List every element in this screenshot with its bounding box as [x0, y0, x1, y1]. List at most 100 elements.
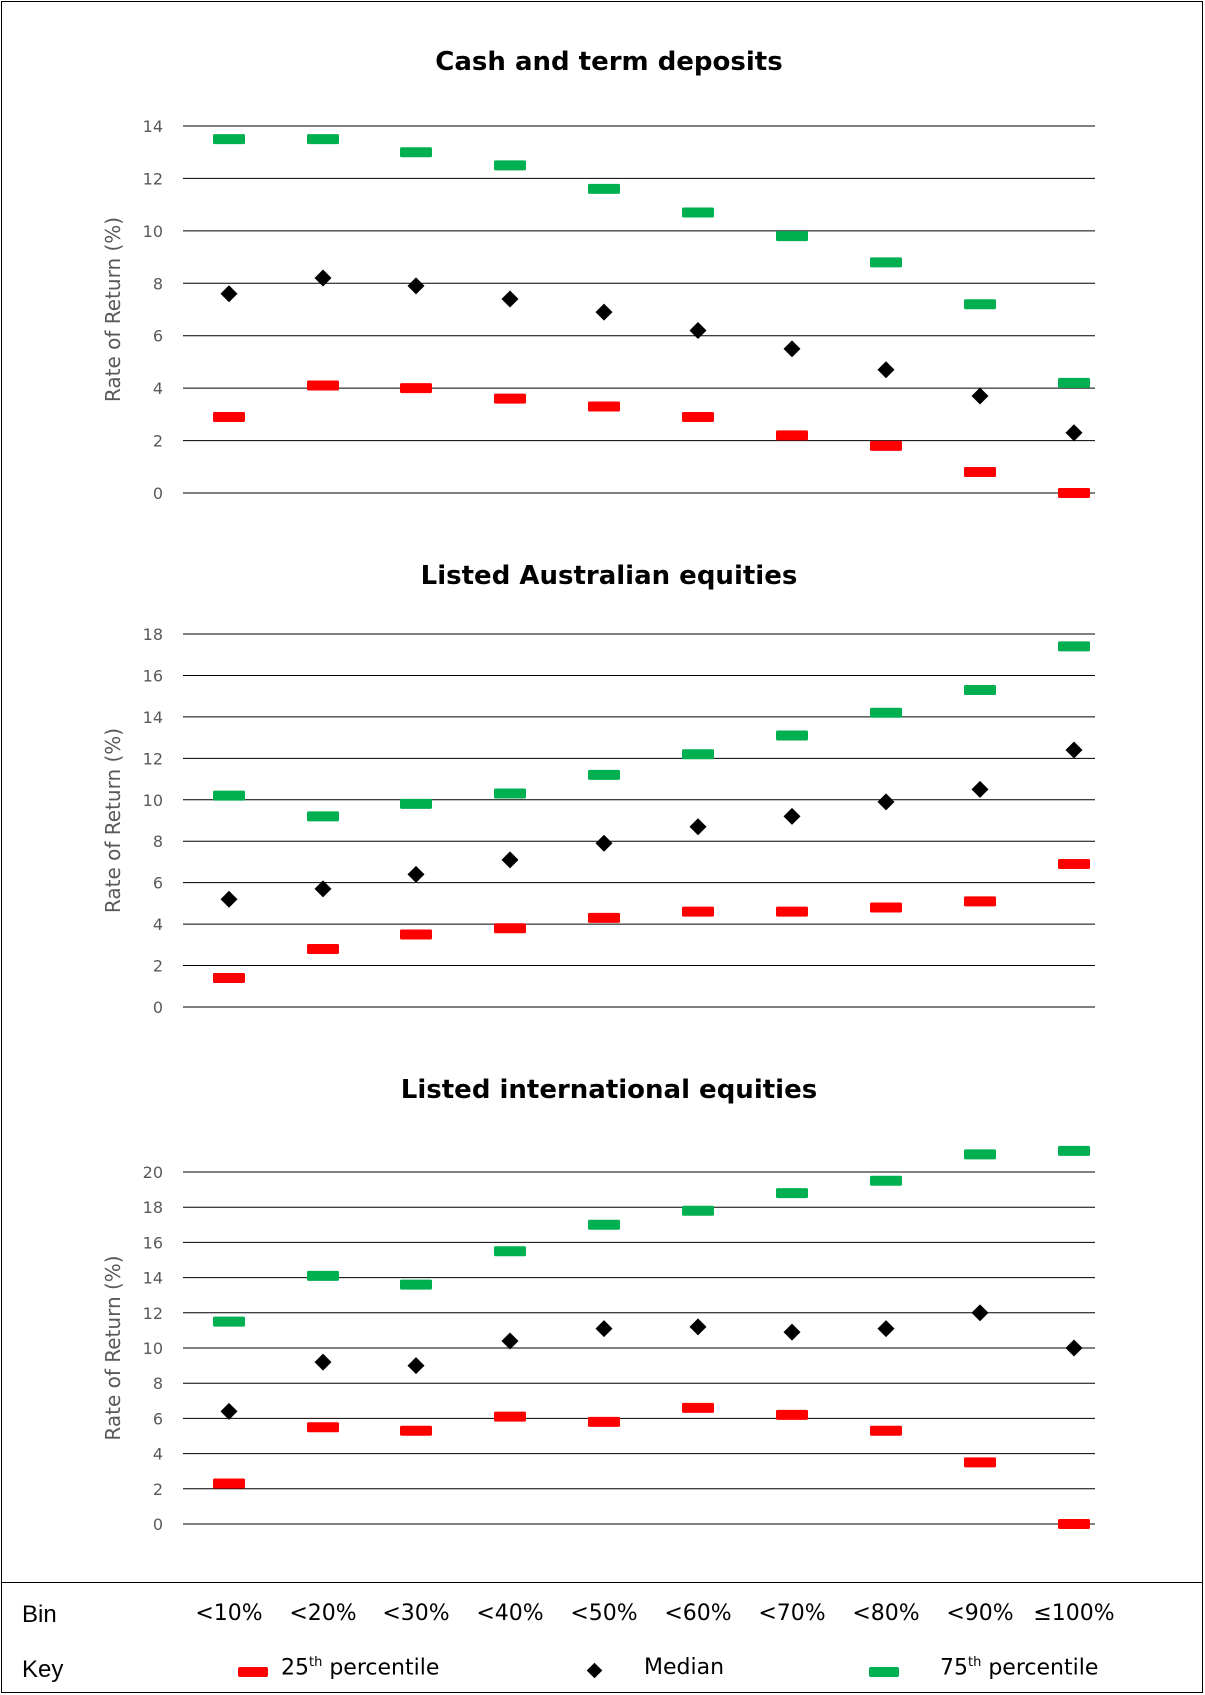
- y-tick-label: 8: [153, 274, 163, 293]
- median-point: [220, 890, 238, 908]
- bin-label: <20%: [289, 1601, 357, 1626]
- median-point: [783, 1323, 801, 1341]
- y-axis-label: Rate of Return (%): [101, 217, 125, 402]
- p25-marker: [307, 380, 339, 391]
- p25-marker: [588, 401, 620, 412]
- median-point: [501, 1332, 519, 1350]
- y-axis-label: Rate of Return (%): [101, 728, 125, 913]
- p75-marker: [307, 1270, 339, 1281]
- p25-marker: [588, 912, 620, 923]
- y-tick-label: 12: [143, 1304, 163, 1323]
- bin-key-table: Bin <10% <20% <30% <40% <50% <60% <70% <80% <90%…: [1, 1582, 1203, 1695]
- bin-label: <10%: [195, 1601, 263, 1626]
- p75-marker: [400, 1279, 432, 1290]
- y-tick-label: 12: [143, 749, 163, 768]
- legend-p75-label: 75th percentile: [940, 1655, 1099, 1681]
- p75-marker: [400, 147, 432, 158]
- p75-marker: [307, 134, 339, 145]
- y-tick-label: 2: [153, 957, 163, 976]
- median-point: [971, 1304, 989, 1322]
- y-tick-label: 14: [143, 117, 163, 136]
- bin-label: <50%: [570, 1601, 638, 1626]
- y-tick-label: 2: [153, 432, 163, 451]
- y-tick-label: 18: [143, 625, 163, 644]
- chart-title: Listed Australian equities: [421, 561, 798, 591]
- median-point: [595, 834, 613, 852]
- p25-marker: [588, 1416, 620, 1427]
- y-tick-label: 4: [153, 379, 163, 398]
- p25-marker: [776, 1409, 808, 1420]
- y-tick-label: 6: [153, 1409, 163, 1428]
- y-tick-label: 8: [153, 1374, 163, 1393]
- y-tick-label: 0: [153, 484, 163, 503]
- median-point: [220, 285, 238, 303]
- p75-marker: [1058, 1145, 1090, 1156]
- p75-marker: [213, 1316, 245, 1327]
- median-point: [877, 361, 895, 379]
- p25-marker: [494, 1411, 526, 1422]
- p25-marker: [776, 906, 808, 917]
- y-tick-label: 0: [153, 998, 163, 1017]
- p75-marker: [494, 160, 526, 171]
- p75-marker: [494, 1246, 526, 1257]
- bin-row-label: Bin: [22, 1601, 57, 1628]
- legend-p25-label: 25th percentile: [281, 1655, 440, 1681]
- y-tick-label: 4: [153, 1445, 163, 1464]
- y-tick-label: 12: [143, 169, 163, 188]
- median-point: [501, 851, 519, 869]
- y-tick-label: 6: [153, 874, 163, 893]
- p25-marker: [776, 430, 808, 441]
- median-point: [689, 321, 707, 339]
- median-point: [595, 1320, 613, 1338]
- p75-marker: [964, 684, 996, 695]
- p75-marker: [776, 730, 808, 741]
- legend-p25-marker: [238, 1667, 268, 1677]
- p25-marker: [307, 943, 339, 954]
- p75-marker: [682, 749, 714, 760]
- legend-median-label: Median: [644, 1655, 725, 1680]
- median-point: [407, 277, 425, 295]
- median-point: [314, 269, 332, 287]
- key-row-label: Key: [22, 1656, 64, 1683]
- p75-marker: [1058, 641, 1090, 652]
- median-point: [595, 303, 613, 321]
- y-tick-label: 16: [143, 1233, 163, 1252]
- y-tick-label: 10: [143, 222, 163, 241]
- median-point: [407, 865, 425, 883]
- chart-3: Listed international equities Rate of Ret…: [101, 1075, 1095, 1534]
- p25-marker: [870, 902, 902, 913]
- y-tick-label: 6: [153, 327, 163, 346]
- median-point: [783, 807, 801, 825]
- y-tick-label: 0: [153, 1515, 163, 1534]
- p25-marker: [307, 1422, 339, 1433]
- p75-marker: [588, 769, 620, 780]
- bin-label: <70%: [758, 1601, 826, 1626]
- median-point: [689, 818, 707, 836]
- p25-marker: [964, 896, 996, 907]
- y-tick-label: 20: [143, 1163, 163, 1182]
- p25-marker: [870, 1425, 902, 1436]
- y-axis-label: Rate of Return (%): [101, 1255, 125, 1440]
- p75-marker: [964, 1149, 996, 1160]
- median-point: [971, 780, 989, 798]
- p25-marker: [213, 1478, 245, 1489]
- y-tick-label: 16: [143, 666, 163, 685]
- p75-marker: [964, 299, 996, 310]
- y-tick-label: 10: [143, 791, 163, 810]
- p75-marker: [494, 788, 526, 799]
- p25-marker: [870, 440, 902, 451]
- p75-marker: [1058, 377, 1090, 388]
- p75-marker: [682, 207, 714, 218]
- p25-marker: [1058, 1519, 1090, 1529]
- y-tick-label: 14: [143, 708, 163, 727]
- p75-marker: [400, 798, 432, 809]
- p25-marker: [964, 1457, 996, 1468]
- p25-marker: [213, 411, 245, 422]
- p75-marker: [307, 811, 339, 822]
- p75-marker: [870, 257, 902, 268]
- charts-svg: Cash and term deposits Rate of Return (%)…: [101, 47, 1095, 1534]
- p25-marker: [400, 929, 432, 940]
- p25-marker: [400, 1425, 432, 1436]
- y-tick-label: 2: [153, 1480, 163, 1499]
- bin-label: ≤100%: [1033, 1601, 1115, 1626]
